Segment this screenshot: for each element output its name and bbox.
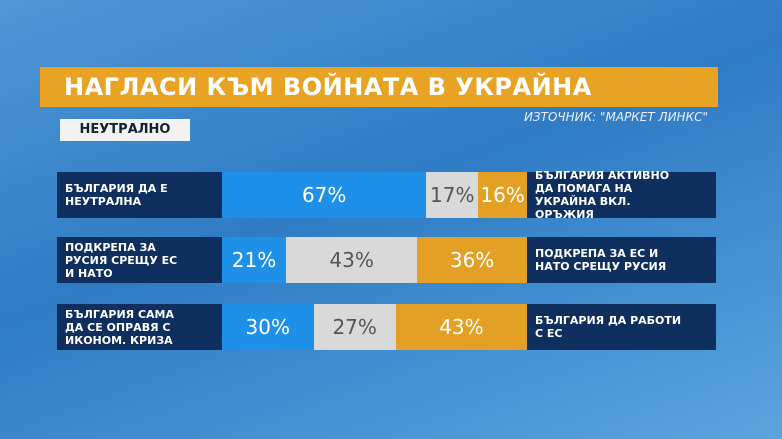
right-label: БЪЛГАРИЯ АКТИВНО ДА ПОМАГА НА УКРАЙНА ВК… bbox=[535, 169, 670, 221]
bar-segment: 36% bbox=[417, 237, 527, 283]
value-label: 27% bbox=[332, 315, 377, 339]
chart-title: НАГЛАСИ КЪМ ВОЙНАТА В УКРАЙНА bbox=[40, 67, 718, 107]
subtitle: НЕУТРАЛНО bbox=[60, 119, 190, 141]
source: ИЗТОЧНИК: "МАРКЕТ ЛИНКС" bbox=[523, 110, 708, 124]
value-label: 17% bbox=[430, 183, 475, 207]
value-label: 30% bbox=[245, 315, 290, 339]
left-label-box: ПОДКРЕПА ЗА РУСИЯ СРЕЩУ ЕС И НАТО bbox=[57, 237, 222, 283]
bar-segment: 17% bbox=[426, 172, 479, 218]
bar-segment: 43% bbox=[286, 237, 418, 283]
left-label: ПОДКРЕПА ЗА РУСИЯ СРЕЩУ ЕС И НАТО bbox=[65, 240, 178, 280]
value-label: 36% bbox=[449, 248, 495, 272]
value-label: 16% bbox=[480, 183, 525, 207]
bar-segment: 30% bbox=[222, 304, 314, 350]
left-label-box: БЪЛГАРИЯ САМА ДА СЕ ОПРАВЯ С ИКОНОМ. КРИ… bbox=[57, 304, 222, 350]
value-label: 43% bbox=[329, 248, 374, 272]
right-label-box: БЪЛГАРИЯ ДА РАБОТИ С ЕС bbox=[527, 304, 716, 350]
value-label: 67% bbox=[301, 183, 347, 207]
value-label: 21% bbox=[231, 248, 277, 272]
bar-segment: 27% bbox=[313, 304, 396, 350]
bar-segment: 43% bbox=[395, 304, 527, 350]
bar-segment: 16% bbox=[478, 172, 527, 218]
right-label-box: БЪЛГАРИЯ АКТИВНО ДА ПОМАГА НА УКРАЙНА ВК… bbox=[527, 169, 716, 221]
value-label: 43% bbox=[439, 315, 484, 339]
bar-segment: 21% bbox=[222, 237, 287, 283]
right-label: ПОДКРЕПА ЗА ЕС И НАТО СРЕЩУ РУСИЯ bbox=[535, 247, 667, 273]
right-label-box: ПОДКРЕПА ЗА ЕС И НАТО СРЕЩУ РУСИЯ bbox=[527, 237, 716, 283]
left-label: БЪЛГАРИЯ ДА Е НЕУТРАЛНА bbox=[65, 182, 168, 208]
right-label: БЪЛГАРИЯ ДА РАБОТИ С ЕС bbox=[535, 314, 682, 340]
bar-segment: 67% bbox=[222, 172, 427, 218]
left-label: БЪЛГАРИЯ САМА ДА СЕ ОПРАВЯ С ИКОНОМ. КРИ… bbox=[65, 307, 174, 347]
left-label-box: БЪЛГАРИЯ ДА Е НЕУТРАЛНА bbox=[57, 172, 222, 218]
